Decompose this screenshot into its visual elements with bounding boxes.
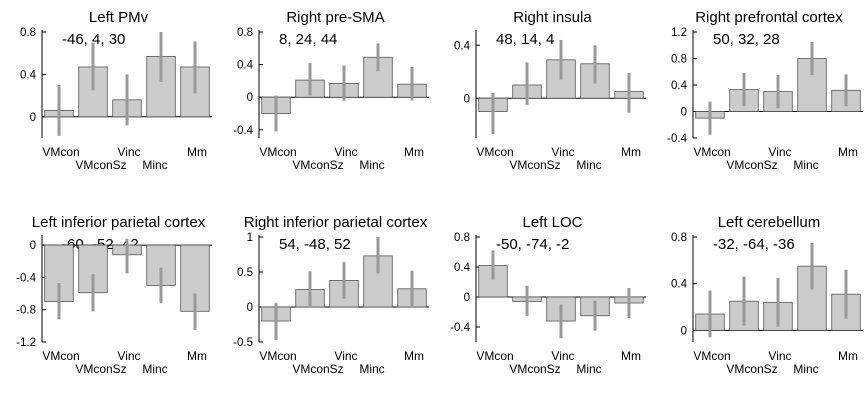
coordinates-label: -46, 4, 30 xyxy=(62,31,125,48)
x-category-label: VMcon xyxy=(693,349,730,363)
x-category-label: Mm xyxy=(621,349,641,363)
coordinates-label: -50, -74, -2 xyxy=(496,236,569,253)
bar-chart-4: Right prefrontal cortex 50, 32, 28 -0.4 0 0.… xyxy=(667,9,863,172)
chart-title: Right inferior parietal cortex xyxy=(244,214,428,231)
y-tick-label: -0.8 xyxy=(16,305,36,317)
x-category-label: Minc xyxy=(576,158,601,172)
y-tick-label: 1.2 xyxy=(671,27,687,39)
x-category-label: VMcon xyxy=(42,145,79,159)
chart-title: Right pre-SMA xyxy=(286,9,384,26)
x-category-label: VMconSz xyxy=(509,362,560,376)
y-tick-label: -0.5 xyxy=(233,337,253,349)
coordinates-label: -32, -64, -36 xyxy=(713,236,795,253)
coordinates-label: 50, 32, 28 xyxy=(713,31,780,48)
chart-title: Left LOC xyxy=(522,214,582,231)
x-category-label: Vinc xyxy=(551,349,574,363)
y-tick-label: 0.4 xyxy=(671,80,688,92)
x-category-label: Mm xyxy=(187,349,207,363)
x-category-label: VMconSz xyxy=(726,362,777,376)
x-category-label: Minc xyxy=(359,158,384,172)
y-tick-label: 0 xyxy=(681,107,687,119)
x-category-label: VMconSz xyxy=(292,158,343,172)
bar-VMconSz xyxy=(78,66,108,118)
y-tick-label: 1 xyxy=(247,232,253,244)
bar-chart-8: Left cerebellum -32, -64, -36 0 0.4 0.8 VMcon… xyxy=(671,214,863,376)
x-category-label: VMcon xyxy=(693,145,730,159)
y-tick-label: -0.4 xyxy=(16,272,36,284)
y-tick-label: 0.8 xyxy=(671,232,687,244)
x-category-label: Minc xyxy=(576,362,601,376)
x-category-label: VMconSz xyxy=(75,158,126,172)
x-category-label: VMconSz xyxy=(75,362,126,376)
x-category-label: VMcon xyxy=(476,145,513,159)
x-category-label: VMcon xyxy=(476,349,513,363)
y-tick-label: 0.4 xyxy=(20,69,37,81)
chart-title: Right prefrontal cortex xyxy=(695,9,843,26)
x-category-label: Mm xyxy=(187,145,207,159)
x-category-label: Vinc xyxy=(768,349,791,363)
x-category-label: VMconSz xyxy=(726,158,777,172)
y-tick-label: -1.2 xyxy=(16,337,36,349)
y-tick-label: 0 xyxy=(464,292,470,304)
bar-chart-2: Right pre-SMA 8, 24, 44 -0.4 0 0.4 0.8 VMconVM… xyxy=(233,9,429,172)
y-tick-label: 0 xyxy=(30,240,36,252)
y-tick-label: 0.8 xyxy=(237,27,253,39)
x-category-label: Minc xyxy=(142,362,167,376)
y-tick-label: 0.8 xyxy=(671,54,687,66)
y-tick-label: 0 xyxy=(247,92,253,104)
y-tick-label: 0 xyxy=(247,302,253,314)
bar-chart-5: Left inferior parietal cortex-60, -52, 4… xyxy=(16,214,212,376)
x-category-label: Mm xyxy=(838,145,858,159)
y-tick-label: -0.4 xyxy=(450,322,470,334)
x-category-label: Mm xyxy=(838,349,858,363)
x-category-label: Mm xyxy=(621,145,641,159)
y-tick-label: 0.8 xyxy=(454,232,470,244)
x-category-label: Vinc xyxy=(117,349,140,363)
x-category-label: Vinc xyxy=(334,145,357,159)
y-tick-label: 0.4 xyxy=(454,262,471,274)
y-tick-label: 0 xyxy=(30,112,36,124)
chart-title: Left PMv xyxy=(89,9,149,26)
x-category-label: VMcon xyxy=(259,349,296,363)
bar-chart-7: Left LOC -50, -74, -2 -0.4 0 0.4 0.8 VMconVMco… xyxy=(450,214,646,376)
x-category-label: VMcon xyxy=(42,349,79,363)
coordinates-label: 48, 14, 4 xyxy=(496,31,554,48)
y-tick-label: 0.4 xyxy=(671,279,688,291)
x-category-label: VMconSz xyxy=(509,158,560,172)
coordinates-label: 8, 24, 44 xyxy=(279,31,337,48)
x-category-label: Minc xyxy=(793,362,818,376)
x-category-label: VMconSz xyxy=(292,362,343,376)
x-category-label: Vinc xyxy=(117,145,140,159)
bar-chart-1: Left PMv -46, 4, 30 0 0.4 0.8 VMconVMconSzVin… xyxy=(20,9,212,172)
y-tick-label: 0.4 xyxy=(237,60,254,72)
bar-Minc xyxy=(363,255,393,308)
chart-title: Right insula xyxy=(513,9,592,26)
bar-chart-6: Right inferior parietal cortex 54, -48, 5… xyxy=(233,214,429,376)
x-category-label: Mm xyxy=(404,145,424,159)
y-tick-label: 0 xyxy=(681,325,687,337)
x-category-label: Vinc xyxy=(768,145,791,159)
y-tick-label: 0 xyxy=(464,93,470,105)
y-tick-label: 0.8 xyxy=(20,27,36,39)
y-tick-label: -0.4 xyxy=(667,133,687,145)
y-tick-label: 0.4 xyxy=(454,40,471,52)
bar-Minc xyxy=(146,55,176,118)
bar-chart-3: Right insula 48, 14, 4 0 0.4 VMconVMconSzVin… xyxy=(454,9,646,172)
x-category-label: Minc xyxy=(359,362,384,376)
x-category-label: Minc xyxy=(142,158,167,172)
coordinates-label: 54, -48, 52 xyxy=(279,236,351,253)
x-category-label: Vinc xyxy=(551,145,574,159)
x-category-label: Minc xyxy=(793,158,818,172)
chart-title: Left cerebellum xyxy=(718,214,821,231)
x-category-label: VMcon xyxy=(259,145,296,159)
chart-title: Left inferior parietal cortex xyxy=(32,214,206,231)
y-tick-label: -0.4 xyxy=(233,125,253,137)
x-category-label: Vinc xyxy=(334,349,357,363)
x-category-label: Mm xyxy=(404,349,424,363)
y-tick-label: 0.5 xyxy=(237,267,253,279)
